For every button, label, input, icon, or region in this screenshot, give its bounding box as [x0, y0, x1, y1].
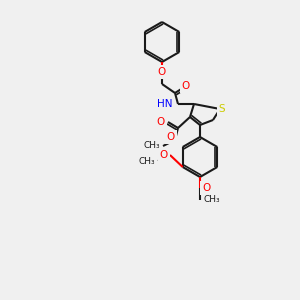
- Text: O: O: [158, 67, 166, 77]
- Text: CH₃: CH₃: [203, 196, 220, 205]
- Text: O: O: [182, 81, 190, 91]
- Text: HN: HN: [158, 99, 173, 109]
- Text: O: O: [167, 132, 175, 142]
- Text: O: O: [157, 117, 165, 127]
- Text: CH₃: CH₃: [143, 142, 160, 151]
- Text: S: S: [219, 104, 225, 114]
- Text: O: O: [160, 150, 168, 160]
- Text: O: O: [202, 183, 210, 193]
- Text: CH₃: CH₃: [138, 157, 155, 166]
